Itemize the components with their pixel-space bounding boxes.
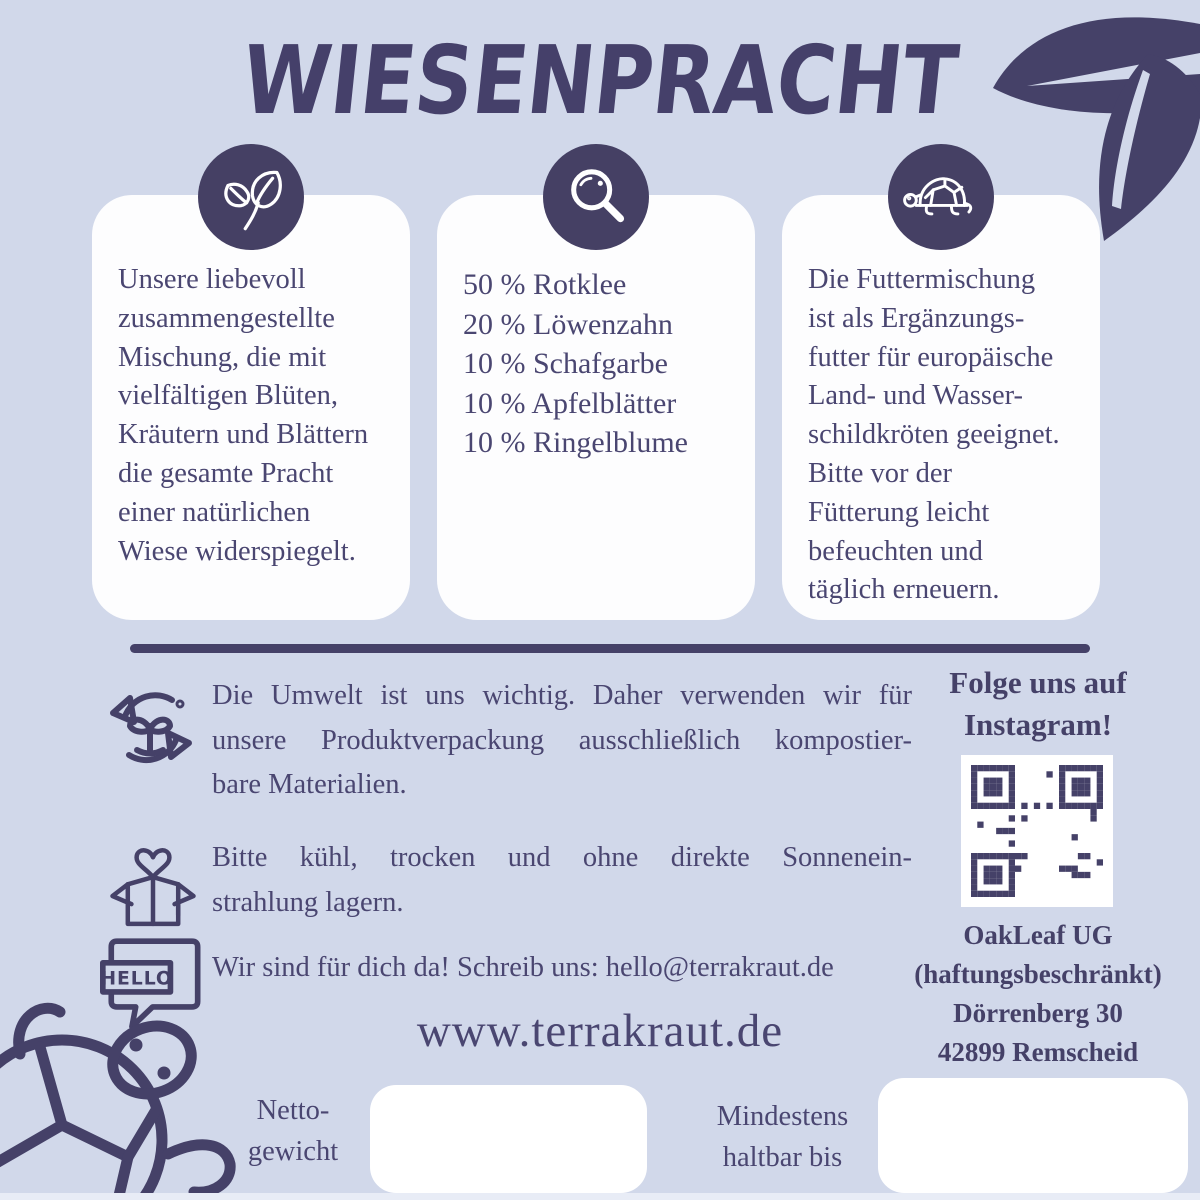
magnifier-icon (543, 144, 649, 250)
divider (130, 644, 1090, 653)
environment-line: bare Materialien. (212, 769, 407, 800)
contact-text: Wir sind für dich da! Schreib uns: hello… (212, 952, 834, 983)
bottom-strip (0, 1193, 1200, 1200)
turtle-illustration-icon (0, 1002, 236, 1200)
card-description-text: Unsere liebevoll zusammengestellte Misch… (118, 264, 369, 567)
net-weight-label: Netto- gewicht (247, 1095, 339, 1167)
card-description: Unsere liebevoll zusammengestellte Misch… (92, 195, 410, 620)
net-weight-box (370, 1085, 647, 1193)
instagram-heading: Folge uns auf Instagram! (949, 665, 1127, 742)
card-feeding-info: Die Futtermischung ist als Ergänzungs- f… (782, 195, 1100, 620)
open-box-heart-icon (110, 848, 196, 927)
environment-line: Die Umwelt ist uns wichtig. Daher verwen… (212, 680, 912, 711)
qr-code (961, 755, 1113, 907)
best-before-label: Mindestens haltbar bis (716, 1101, 849, 1173)
recycle-plant-icon (110, 692, 192, 764)
card-feeding-text: Die Futtermischung ist als Ergänzungs- f… (808, 264, 1060, 606)
card-ingredients: 50 % Rotklee 20 % Löwenzahn 10 % Schafga… (437, 195, 755, 620)
environment-line: unsere Produktverpackung ausschließlich … (212, 724, 912, 756)
company-address: OakLeaf UG (haftungsbeschränkt) Dörrenbe… (914, 920, 1162, 1067)
turtle-icon (888, 144, 994, 250)
storage-line: Bitte kühl, trocken und ohne direkte Son… (212, 842, 912, 873)
hello-label: HELLO (100, 968, 172, 989)
leaves-decoration-icon (993, 17, 1200, 241)
card-ingredients-text: 50 % Rotklee 20 % Löwenzahn 10 % Schafga… (463, 268, 688, 459)
storage-text: Bitte kühl, trocken und ohne direkte Son… (212, 836, 912, 925)
storage-line: strahlung lagern. (212, 886, 404, 918)
hello-speech-bubble-icon: HELLO (100, 938, 201, 1030)
sprout-icon (198, 144, 304, 250)
best-before-box (878, 1078, 1188, 1193)
environment-text: Die Umwelt ist uns wichtig. Daher verwen… (212, 674, 912, 808)
website-url: www.terrakraut.de (416, 1005, 784, 1057)
